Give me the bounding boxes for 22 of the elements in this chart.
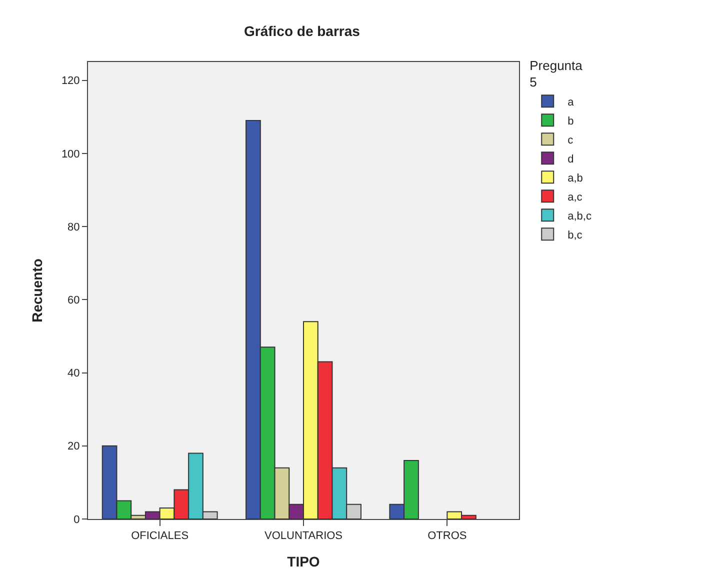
y-tick-label: 40 — [68, 368, 80, 380]
legend-label: c — [568, 134, 574, 146]
y-tick-label: 80 — [68, 221, 80, 234]
legend-title: Pregunta 5 — [530, 58, 584, 90]
x-tick-label: OTROS — [428, 530, 467, 542]
legend-label: b — [568, 115, 574, 128]
legend-label: a,c — [568, 191, 583, 204]
legend-label: d — [568, 153, 574, 166]
y-tick-label: 20 — [68, 440, 80, 453]
chart-title: Gráfico de barras — [244, 23, 360, 40]
x-axis-title: TIPO — [287, 554, 320, 570]
y-tick-label: 120 — [61, 75, 80, 88]
x-tick-label: VOLUNTARIOS — [264, 530, 343, 542]
y-tick-label: 100 — [61, 148, 80, 160]
legend-label: a,b — [568, 172, 583, 184]
y-tick-label: 0 — [74, 514, 80, 526]
legend-label: b,c — [568, 229, 583, 242]
legend-label: a,b,c — [568, 210, 592, 222]
y-tick-label: 60 — [68, 294, 80, 306]
y-axis-title: Recuento — [29, 258, 46, 322]
x-tick-label: OFICIALES — [131, 530, 189, 542]
legend-label: a — [568, 96, 575, 108]
